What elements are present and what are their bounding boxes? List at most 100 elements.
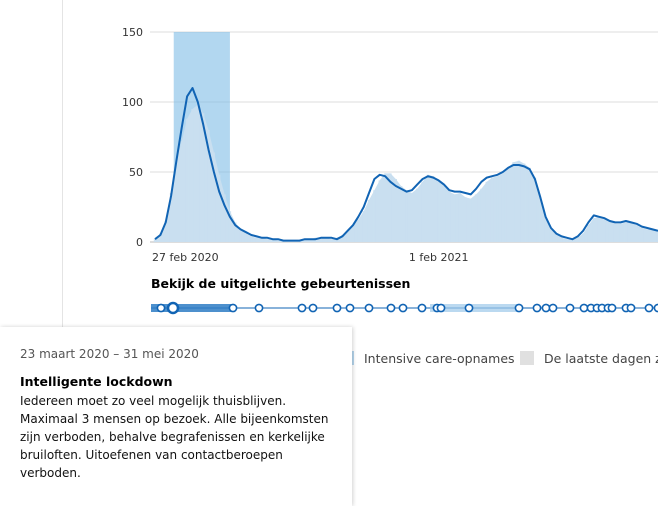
legend-label-last-days: De laatste dagen zijn: [544, 351, 658, 366]
bar: [399, 186, 403, 242]
bar: [271, 239, 274, 242]
bar: [191, 109, 194, 242]
y-axis-ticks: 0 50 100 150: [122, 26, 143, 249]
event-marker[interactable]: [644, 303, 654, 313]
bar: [180, 141, 183, 242]
bar: [490, 177, 494, 242]
y-tick-label: 50: [129, 166, 143, 179]
bar: [453, 194, 456, 242]
event-marker[interactable]: [464, 303, 474, 313]
bar: [153, 239, 157, 242]
bar: [597, 216, 601, 242]
bar: [603, 218, 606, 242]
bar: [308, 239, 312, 242]
bar: [437, 180, 440, 242]
bar: [341, 235, 344, 242]
bar: [635, 225, 638, 242]
x-tick-label: 27 feb 2020: [152, 251, 219, 264]
bar: [346, 230, 349, 242]
bar: [260, 237, 264, 242]
bar: [576, 237, 579, 242]
event-marker[interactable]: [579, 303, 589, 313]
bar: [207, 130, 210, 242]
bar: [383, 173, 387, 242]
bar: [458, 193, 462, 242]
bar: [325, 237, 328, 242]
bar: [533, 177, 537, 242]
bar: [474, 194, 478, 242]
bar: [266, 239, 269, 242]
y-tick-label: 100: [122, 96, 143, 109]
bar: [464, 197, 467, 242]
event-marker[interactable]: [607, 303, 617, 313]
bar: [560, 237, 563, 242]
bar: [469, 198, 472, 242]
bar: [276, 240, 280, 242]
bar: [426, 174, 430, 242]
bar: [539, 197, 542, 242]
bar: [362, 211, 365, 242]
event-marker[interactable]: [364, 303, 374, 313]
bar: [319, 237, 323, 242]
event-marker[interactable]: [565, 303, 575, 313]
event-tooltip: 23 maart 2020 – 31 mei 2020 Intelligente…: [0, 327, 352, 506]
bar: [496, 176, 499, 242]
bar: [244, 233, 248, 242]
legend-ic-admissions[interactable]: Intensive care-opnames: [340, 351, 515, 366]
event-marker[interactable]: [541, 303, 551, 313]
bar: [410, 193, 414, 242]
bar: [394, 179, 397, 242]
event-marker[interactable]: [626, 303, 636, 313]
bar: [201, 113, 205, 242]
event-marker[interactable]: [332, 303, 342, 313]
bar: [223, 194, 226, 242]
bar: [405, 190, 408, 242]
event-marker[interactable]: [653, 303, 658, 313]
bar: [506, 167, 510, 242]
bar: [528, 167, 531, 242]
event-marker[interactable]: [254, 303, 264, 313]
event-marker[interactable]: [532, 303, 542, 313]
event-marker[interactable]: [514, 303, 524, 313]
event-marker[interactable]: [386, 303, 396, 313]
bar: [303, 239, 307, 242]
bar: [250, 236, 253, 242]
tooltip-body: Iedereen moet zo veel mogelijk thuisblij…: [20, 394, 329, 480]
event-marker[interactable]: [308, 303, 318, 313]
bar: [587, 225, 590, 242]
bar: [378, 180, 381, 242]
ic-admissions-chart: 0 50 100 150 27 feb 2020 1 feb 2021: [122, 26, 658, 315]
bar: [416, 188, 419, 242]
bar: [239, 229, 242, 242]
bar: [389, 173, 392, 242]
bar: [544, 216, 547, 242]
event-marker[interactable]: [436, 303, 446, 313]
event-marker[interactable]: [398, 303, 408, 313]
event-marker[interactable]: [345, 303, 355, 313]
event-marker[interactable]: [548, 303, 558, 313]
bar: [169, 193, 173, 242]
event-marker[interactable]: [417, 303, 427, 313]
event-marker[interactable]: [156, 303, 166, 313]
bar: [592, 218, 595, 242]
legend-last-days[interactable]: De laatste dagen zijn: [520, 351, 658, 366]
bar: [228, 211, 232, 242]
bar: [512, 162, 515, 242]
bar: [448, 191, 451, 242]
event-marker[interactable]: [297, 303, 307, 313]
bar: [234, 222, 237, 242]
bar: [581, 233, 585, 242]
bar: [549, 228, 553, 242]
bar: [330, 239, 333, 242]
event-marker[interactable]: [228, 303, 238, 313]
bar: [432, 176, 435, 242]
bar: [185, 118, 189, 242]
bar: [159, 233, 162, 242]
bar: [571, 239, 574, 242]
bar: [373, 190, 376, 242]
event-timeline: [151, 301, 658, 315]
event-marker[interactable]: [166, 301, 180, 315]
bar: [613, 223, 617, 242]
bar: [565, 239, 569, 242]
x-tick-label: 1 feb 2021: [409, 251, 469, 264]
